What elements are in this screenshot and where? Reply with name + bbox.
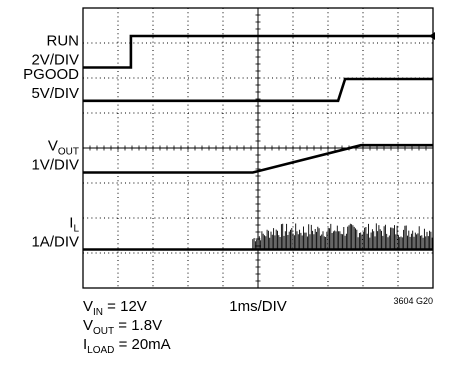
channel-scale-vout: 1V/DIV xyxy=(31,157,79,174)
trigger-arrow-icon xyxy=(429,32,435,40)
condition-line: VIN = 12V xyxy=(83,298,147,318)
trace-pgood xyxy=(83,77,433,103)
condition-line: VOUT = 1.8V xyxy=(83,317,162,337)
channel-label-il: IL xyxy=(69,215,79,235)
channel-scale-il: 1A/DIV xyxy=(31,234,79,251)
channel-scale-pgood: 5V/DIV xyxy=(31,85,79,102)
channel-label-vout: VOUT xyxy=(48,138,79,158)
channel-scale-run: 2V/DIV xyxy=(31,52,79,69)
trace-vout xyxy=(83,143,433,174)
trace-run xyxy=(83,34,433,69)
time-scale-label: 1ms/DIV xyxy=(229,298,287,315)
channel-label-pgood: PGOOD xyxy=(23,66,79,83)
condition-line: ILOAD = 20mA xyxy=(83,336,171,356)
figure-id: 3604 G20 xyxy=(393,296,433,306)
trace-il-ripple xyxy=(252,223,433,250)
channel-label-run: RUN xyxy=(47,33,80,50)
